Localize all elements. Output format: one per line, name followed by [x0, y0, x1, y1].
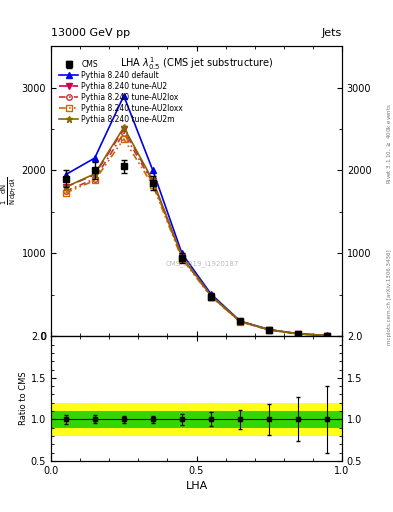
Pythia 8.240 tune-AU2loxx [267, 327, 272, 333]
Pythia 8.240 tune-AU2loxx [92, 177, 97, 183]
Pythia 8.240 tune-AU2loxx [238, 318, 242, 325]
Pythia 8.240 tune-AU2 [325, 332, 330, 338]
Line: Pythia 8.240 tune-AU2m: Pythia 8.240 tune-AU2m [62, 124, 331, 339]
Text: mcplots.cern.ch [arXiv:1306.3436]: mcplots.cern.ch [arXiv:1306.3436] [387, 249, 391, 345]
Pythia 8.240 tune-AU2m [151, 177, 155, 183]
Legend: CMS, Pythia 8.240 default, Pythia 8.240 tune-AU2, Pythia 8.240 tune-AU2lox, Pyth: CMS, Pythia 8.240 default, Pythia 8.240 … [58, 58, 185, 125]
Pythia 8.240 tune-AU2m [267, 327, 272, 333]
Text: LHA $\lambda^{1}_{0.5}$ (CMS jet substructure): LHA $\lambda^{1}_{0.5}$ (CMS jet substru… [120, 55, 273, 72]
Pythia 8.240 tune-AU2lox [151, 180, 155, 186]
Y-axis label: Ratio to CMS: Ratio to CMS [19, 372, 28, 425]
Pythia 8.240 tune-AU2m [296, 331, 301, 337]
Line: Pythia 8.240 tune-AU2loxx: Pythia 8.240 tune-AU2loxx [63, 136, 330, 338]
Pythia 8.240 tune-AU2 [238, 318, 242, 325]
Pythia 8.240 default [267, 327, 272, 333]
Text: Jets: Jets [321, 28, 342, 38]
Pythia 8.240 tune-AU2m [92, 170, 97, 177]
Pythia 8.240 tune-AU2lox [180, 254, 184, 261]
Pythia 8.240 tune-AU2m [180, 253, 184, 260]
Pythia 8.240 default [238, 318, 242, 324]
Pythia 8.240 tune-AU2loxx [151, 182, 155, 188]
Pythia 8.240 tune-AU2 [92, 172, 97, 178]
Y-axis label: $\frac{1}{\mathrm{N}}\frac{\mathrm{dN}}{\mathrm{d}p_\mathrm{T}\mathrm{d}\lambda}: $\frac{1}{\mathrm{N}}\frac{\mathrm{dN}}{… [0, 177, 19, 205]
Pythia 8.240 default [63, 172, 68, 178]
Pythia 8.240 tune-AU2m [63, 184, 68, 190]
Pythia 8.240 tune-AU2loxx [325, 332, 330, 338]
Line: Pythia 8.240 default: Pythia 8.240 default [63, 93, 330, 338]
Pythia 8.240 default [151, 167, 155, 174]
Pythia 8.240 tune-AU2lox [92, 176, 97, 182]
Line: Pythia 8.240 tune-AU2lox: Pythia 8.240 tune-AU2lox [63, 131, 330, 338]
Pythia 8.240 tune-AU2lox [267, 327, 272, 333]
Text: CMS_2019_I1920187: CMS_2019_I1920187 [165, 261, 239, 267]
Pythia 8.240 tune-AU2m [238, 318, 242, 325]
Pythia 8.240 default [296, 331, 301, 337]
Bar [51, 411, 342, 428]
Pythia 8.240 tune-AU2m [121, 124, 126, 131]
Pythia 8.240 default [325, 332, 330, 338]
Pythia 8.240 tune-AU2 [267, 327, 272, 333]
Pythia 8.240 default [180, 250, 184, 257]
Pythia 8.240 tune-AU2lox [296, 331, 301, 337]
Pythia 8.240 tune-AU2m [209, 292, 213, 298]
Pythia 8.240 tune-AU2loxx [209, 294, 213, 300]
Pythia 8.240 tune-AU2loxx [121, 136, 126, 142]
Pythia 8.240 default [209, 291, 213, 297]
Pythia 8.240 tune-AU2loxx [296, 331, 301, 337]
Pythia 8.240 tune-AU2lox [121, 130, 126, 136]
Pythia 8.240 tune-AU2 [151, 178, 155, 184]
Pythia 8.240 tune-AU2 [209, 293, 213, 299]
Bar [51, 403, 342, 436]
Pythia 8.240 tune-AU2lox [325, 332, 330, 338]
Pythia 8.240 tune-AU2 [296, 331, 301, 337]
Pythia 8.240 tune-AU2 [63, 184, 68, 190]
Pythia 8.240 tune-AU2lox [238, 318, 242, 325]
Pythia 8.240 default [121, 93, 126, 99]
Pythia 8.240 tune-AU2loxx [180, 256, 184, 262]
Pythia 8.240 tune-AU2loxx [63, 190, 68, 196]
Pythia 8.240 tune-AU2lox [63, 188, 68, 194]
Pythia 8.240 tune-AU2 [121, 126, 126, 132]
Line: Pythia 8.240 tune-AU2: Pythia 8.240 tune-AU2 [63, 126, 330, 338]
Pythia 8.240 tune-AU2lox [209, 293, 213, 299]
Pythia 8.240 default [92, 155, 97, 161]
Text: 13000 GeV pp: 13000 GeV pp [51, 28, 130, 38]
Pythia 8.240 tune-AU2 [180, 253, 184, 260]
X-axis label: LHA: LHA [185, 481, 208, 491]
Text: Rivet 3.1.10, $\geq$ 400k events: Rivet 3.1.10, $\geq$ 400k events [385, 103, 393, 184]
Pythia 8.240 tune-AU2m [325, 332, 330, 338]
